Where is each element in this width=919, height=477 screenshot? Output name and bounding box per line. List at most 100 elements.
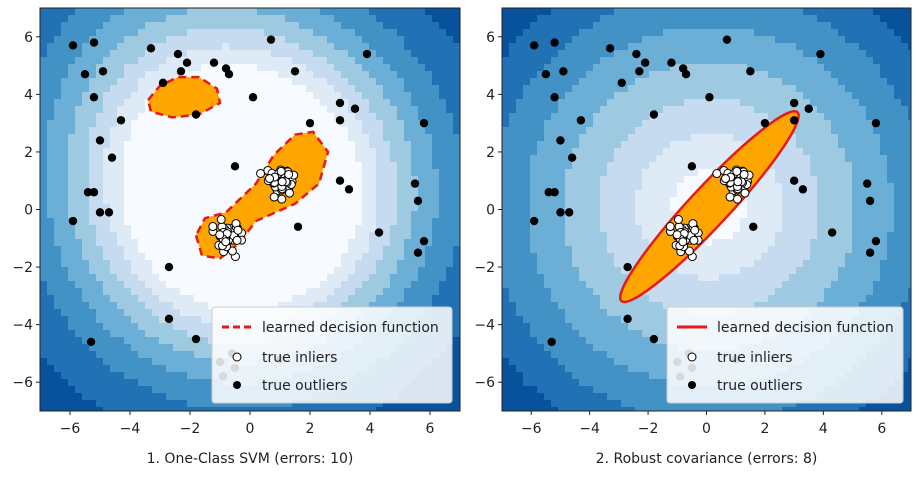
decision-field-cell — [656, 29, 664, 37]
decision-field-cell — [61, 316, 69, 324]
decision-field-cell — [75, 204, 83, 212]
decision-field-cell — [131, 204, 139, 212]
decision-field-cell — [292, 407, 300, 411]
decision-field-cell — [390, 176, 398, 184]
decision-field-cell — [264, 274, 272, 282]
decision-field-cell — [369, 218, 377, 226]
decision-field-cell — [880, 50, 888, 58]
decision-field-cell — [173, 15, 181, 23]
decision-field-cell — [320, 239, 328, 247]
decision-field-cell — [89, 211, 97, 219]
decision-field-cell — [845, 57, 853, 65]
decision-field-cell — [383, 127, 391, 135]
decision-field-cell — [383, 106, 391, 114]
decision-field-cell — [817, 99, 825, 107]
decision-field-cell — [313, 400, 321, 408]
decision-field-cell — [691, 148, 699, 156]
decision-field-cell — [383, 253, 391, 261]
decision-field-cell — [138, 134, 146, 142]
decision-field-cell — [103, 162, 111, 170]
decision-field-cell — [320, 176, 328, 184]
decision-field-cell — [362, 183, 370, 191]
decision-field-cell — [96, 120, 104, 128]
decision-field-cell — [866, 141, 874, 149]
decision-field-cell — [124, 8, 132, 16]
decision-field-cell — [537, 85, 545, 93]
decision-field-cell — [733, 36, 741, 44]
decision-field-cell — [103, 197, 111, 205]
decision-field-cell — [670, 15, 678, 23]
decision-field-cell — [124, 393, 132, 401]
decision-field-cell — [418, 78, 426, 86]
decision-field-cell — [383, 190, 391, 198]
decision-field-cell — [299, 288, 307, 296]
decision-field-cell — [453, 43, 460, 51]
decision-field-cell — [320, 400, 328, 408]
decision-field-cell — [621, 50, 629, 58]
decision-field-cell — [131, 64, 139, 72]
decision-field-cell — [390, 400, 398, 408]
decision-field-cell — [152, 134, 160, 142]
decision-field-cell — [684, 43, 692, 51]
decision-field-cell — [96, 141, 104, 149]
decision-field-cell — [670, 36, 678, 44]
decision-field-cell — [901, 15, 909, 23]
decision-field-cell — [243, 288, 251, 296]
decision-field-cell — [670, 120, 678, 128]
decision-field-cell — [327, 239, 335, 247]
decision-field-cell — [418, 15, 426, 23]
decision-field-cell — [411, 43, 419, 51]
decision-field-cell — [278, 232, 286, 240]
decision-field-cell — [607, 148, 615, 156]
decision-field-cell — [166, 22, 174, 30]
decision-field-cell — [670, 22, 678, 30]
decision-field-cell — [138, 225, 146, 233]
decision-field-cell — [523, 148, 531, 156]
decision-field-cell — [768, 22, 776, 30]
decision-field-cell — [509, 99, 517, 107]
decision-field-cell — [40, 148, 48, 156]
decision-field-cell — [642, 15, 650, 23]
decision-field-cell — [831, 99, 839, 107]
decision-field-cell — [313, 15, 321, 23]
decision-field-cell — [901, 85, 909, 93]
decision-field-cell — [411, 57, 419, 65]
decision-field-cell — [411, 64, 419, 72]
decision-field-cell — [166, 211, 174, 219]
decision-field-cell — [54, 358, 62, 366]
decision-field-cell — [334, 162, 342, 170]
decision-field-cell — [544, 15, 552, 23]
decision-field-cell — [383, 232, 391, 240]
decision-field-cell — [117, 99, 125, 107]
decision-field-cell — [180, 190, 188, 198]
decision-field-cell — [411, 8, 419, 16]
decision-field-cell — [61, 407, 69, 411]
decision-field-cell — [145, 50, 153, 58]
decision-field-cell — [446, 127, 454, 135]
decision-field-cell — [89, 141, 97, 149]
decision-field-cell — [75, 295, 83, 303]
decision-field-cell — [313, 92, 321, 100]
decision-field-cell — [656, 36, 664, 44]
decision-field-cell — [82, 239, 90, 247]
decision-field-cell — [684, 155, 692, 163]
decision-field-cell — [250, 281, 258, 289]
decision-field-cell — [390, 295, 398, 303]
decision-field-cell — [502, 29, 510, 37]
decision-field-cell — [334, 190, 342, 198]
decision-field-cell — [516, 71, 524, 79]
decision-field-cell — [383, 197, 391, 205]
decision-field-cell — [117, 344, 125, 352]
decision-field-cell — [96, 295, 104, 303]
decision-field-cell — [621, 36, 629, 44]
decision-field-cell — [579, 92, 587, 100]
decision-field-cell — [796, 78, 804, 86]
decision-field-cell — [523, 50, 531, 58]
decision-field-cell — [810, 162, 818, 170]
decision-field-cell — [285, 246, 293, 254]
decision-field-cell — [411, 92, 419, 100]
decision-field-cell — [355, 8, 363, 16]
decision-field-cell — [166, 351, 174, 359]
outlier-point — [335, 98, 345, 108]
decision-field-cell — [166, 204, 174, 212]
